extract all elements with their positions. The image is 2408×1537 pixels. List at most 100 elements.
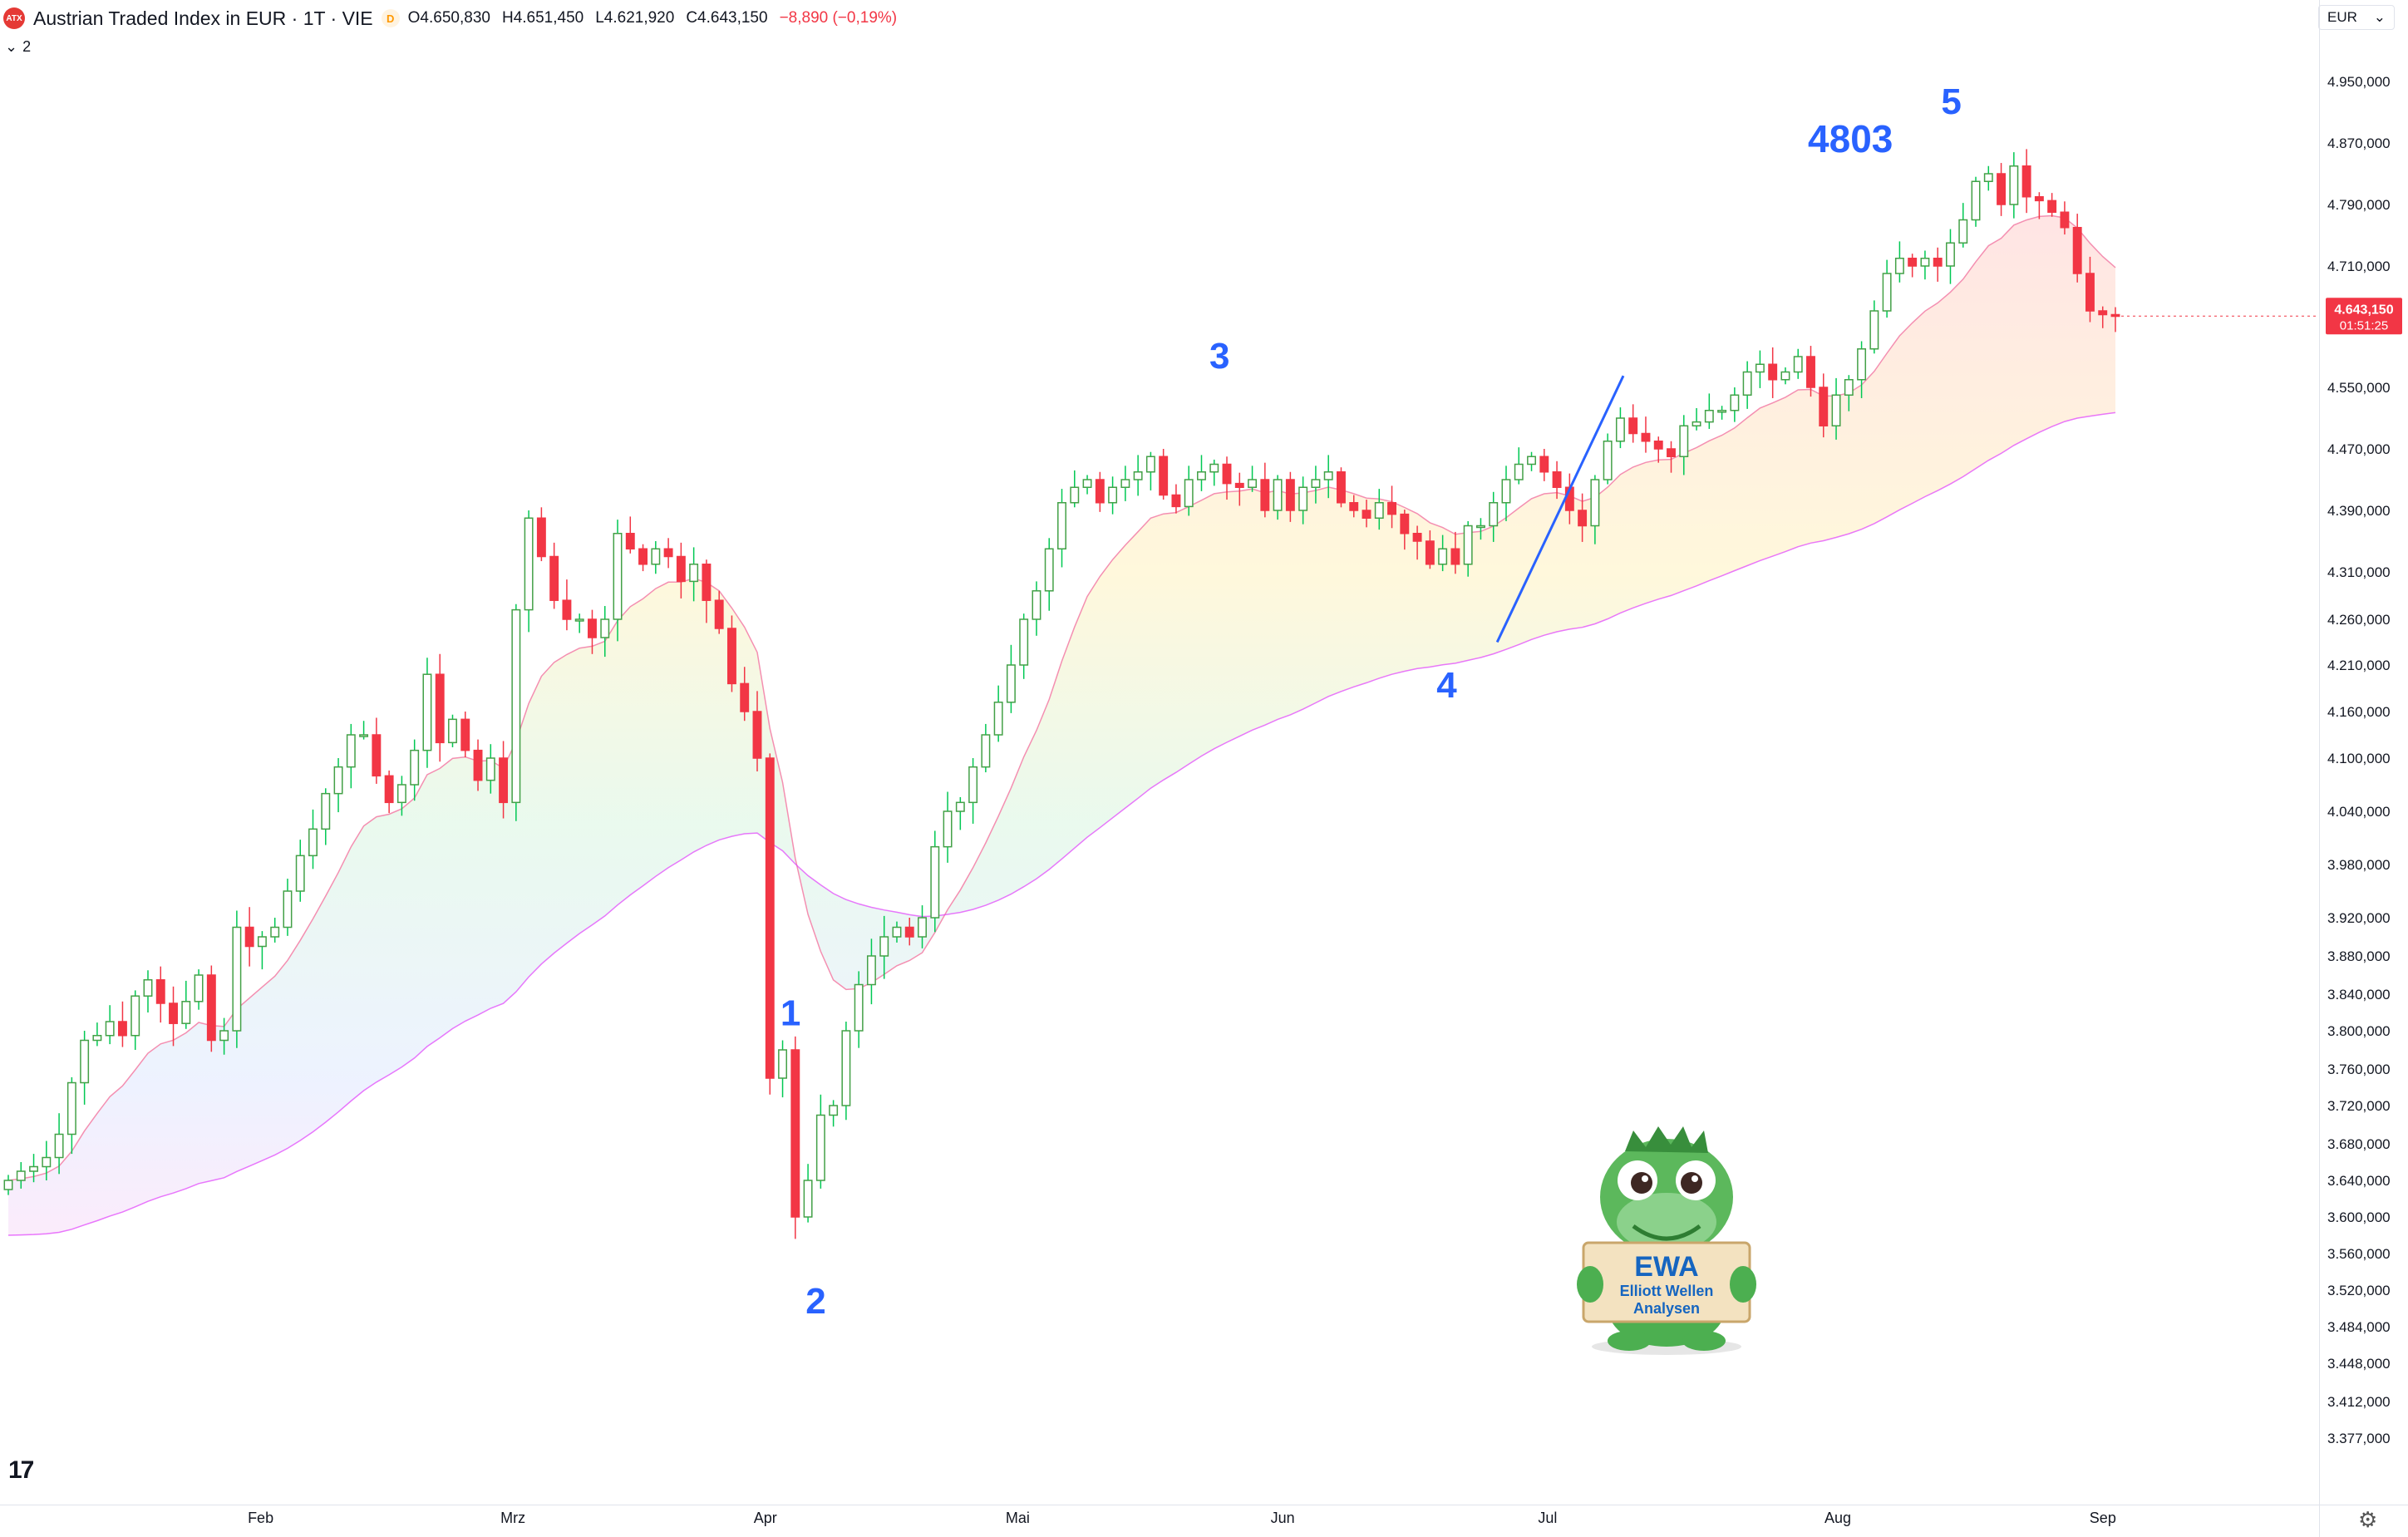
candle-body [752,711,762,759]
candle-body [2098,310,2108,316]
candle-body [726,628,736,685]
candle-body [955,801,965,812]
price-tick-label: 3.920,000 [2327,910,2391,926]
candle-body [448,718,457,744]
candle-body [16,1170,26,1181]
candle-body [1489,502,1499,527]
price-tick-label: 4.160,000 [2327,704,2391,720]
candle-body [1501,479,1511,504]
time-tick-label: Apr [754,1510,777,1526]
candle-body [1475,525,1485,529]
candle-body [1920,258,1930,267]
candle-body [1667,448,1676,457]
candle-body [257,936,267,948]
price-tick-label: 3.760,000 [2327,1062,2391,1077]
wave-label: 2 [805,1281,825,1322]
candle-body [600,618,610,638]
trendline [1495,375,1625,643]
candle-body [435,673,445,744]
candle-body [1057,502,1066,549]
candle-body [1908,258,1918,267]
candle-body [1704,410,1714,423]
currency-select[interactable]: EUR ⌄ [2318,5,2395,30]
candle-body [968,766,978,804]
data-delay-badge[interactable]: D [381,9,400,27]
candle-body [1311,479,1321,488]
candle-body [283,890,293,929]
candle-body [663,548,673,558]
price-tick-label: 4.210,000 [2327,658,2391,673]
price-tick-label: 3.448,000 [2327,1356,2391,1372]
price-tick-label: 3.680,000 [2327,1136,2391,1152]
candle-body [1831,394,1841,426]
candle-body [42,1156,52,1168]
time-tick-label: Jun [1271,1510,1295,1526]
candle-body [1527,456,1536,466]
price-tick-label: 3.377,000 [2327,1431,2391,1446]
time-axis: Feb Mrz Apr Mai Jun Jul Aug Sep [248,1510,2116,1526]
candle-body [1971,180,1981,221]
wave-labels: 1 2 3 4 5 4803 [781,81,1962,1322]
price-tick-label: 3.720,000 [2327,1098,2391,1114]
candle-body [765,757,775,1079]
candle-body [689,564,699,583]
time-tick-label: Mrz [500,1510,525,1526]
candle-body [1679,425,1689,457]
candle-body [1145,456,1155,473]
candle-body [2072,227,2082,274]
candle-body [1095,479,1105,504]
candle-body [574,618,584,622]
candle-body [993,702,1003,736]
price-tick-label: 4.550,000 [2327,380,2391,396]
candle-body [194,974,204,1002]
candle-body [1641,432,1651,442]
price-tick-label: 4.260,000 [2327,612,2391,628]
candle-body [473,749,483,781]
symbol-logo[interactable]: ATX [3,7,25,29]
candle-body [829,1105,839,1116]
price-tick-label: 4.790,000 [2327,197,2391,213]
candle-body [1374,502,1384,519]
candle-body [651,548,661,565]
price-tick-label: 4.710,000 [2327,259,2391,274]
candle-body [143,979,153,997]
candle-body [80,1039,90,1084]
price-tick-label: 3.880,000 [2327,948,2391,964]
candle-body [1184,479,1194,508]
gear-icon[interactable]: ⚙ [2358,1507,2378,1532]
candle-body [499,757,509,804]
candle-body [904,926,914,938]
candle-body [244,926,254,948]
candle-body [346,734,356,768]
candle-body [1171,494,1181,508]
chevron-down-icon: ⌄ [5,38,18,55]
candle-body [1933,258,1943,267]
indicator-count: 2 [22,38,32,55]
price-axis: 4.950,000 4.870,000 4.790,000 4.710,000 4.55… [2327,74,2391,1446]
price-tick-label: 4.470,000 [2327,441,2391,457]
candle-body [981,734,991,768]
candle-body [1450,548,1460,565]
candle-body [866,955,876,986]
candle-body [1780,371,1790,381]
symbol-title[interactable]: Austrian Traded Index in EUR · 1T · VIE [33,7,373,29]
price-tick-label: 4.310,000 [2327,564,2391,580]
candle-body [1108,486,1118,504]
candle-body [333,766,343,795]
price-tick-label: 3.560,000 [2327,1246,2391,1262]
candle-body [1806,356,1815,388]
price-tick-label: 3.600,000 [2327,1209,2391,1225]
tradingview-logo-icon[interactable]: 17 [8,1456,34,1484]
candle-body [1197,471,1206,480]
candle-body [1730,394,1740,411]
price-tick-label: 3.484,000 [2327,1319,2391,1335]
candle-body [1019,618,1029,666]
candle-body [2047,200,2057,213]
indicators-toggle[interactable]: ⌄ 2 [5,38,31,56]
candle-body [1983,173,1993,182]
candle-body [92,1035,102,1042]
candle-body [943,810,953,848]
candle-body [1222,463,1232,485]
